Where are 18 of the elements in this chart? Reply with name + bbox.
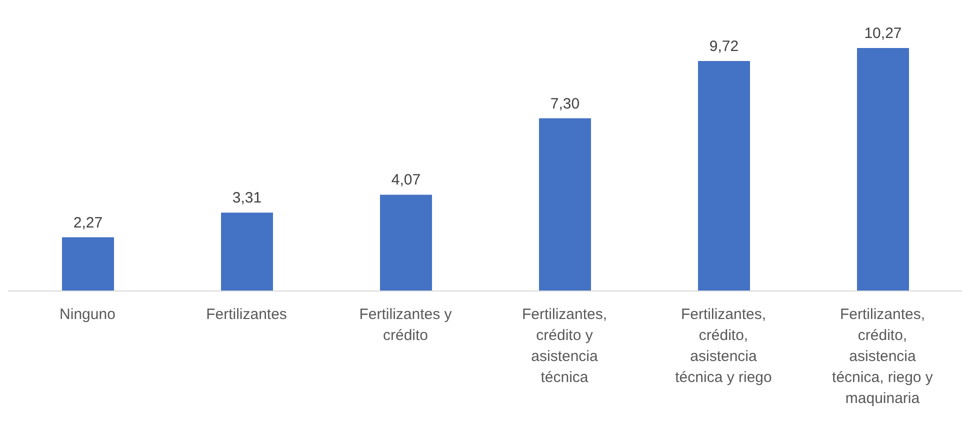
data-label: 9,72: [709, 38, 739, 56]
x-tick-label: Fertilizantes, crédito, asistencia técnica y riego: [675, 306, 772, 386]
data-label: 4,07: [391, 172, 421, 189]
bar: [857, 48, 909, 291]
bar: [380, 194, 432, 291]
bar: [62, 237, 114, 291]
bar: [698, 61, 750, 291]
x-tick-label: Fertilizantes, crédito, asistencia técnica, riego y maquinaria: [832, 306, 934, 407]
data-label: 7,30: [550, 95, 580, 112]
data-label: 2,27: [73, 214, 103, 232]
x-tick-label: Fertilizantes: [206, 306, 287, 323]
data-label: 10,27: [864, 25, 902, 42]
bar: [221, 212, 273, 291]
data-label: 3,31: [232, 190, 262, 207]
x-tick-label: Fertilizantes y crédito: [359, 306, 452, 344]
bar: [539, 118, 591, 291]
x-tick-label: Ninguno: [60, 306, 116, 323]
x-tick-label: Fertilizantes, crédito y asistencia técnica: [522, 306, 608, 386]
